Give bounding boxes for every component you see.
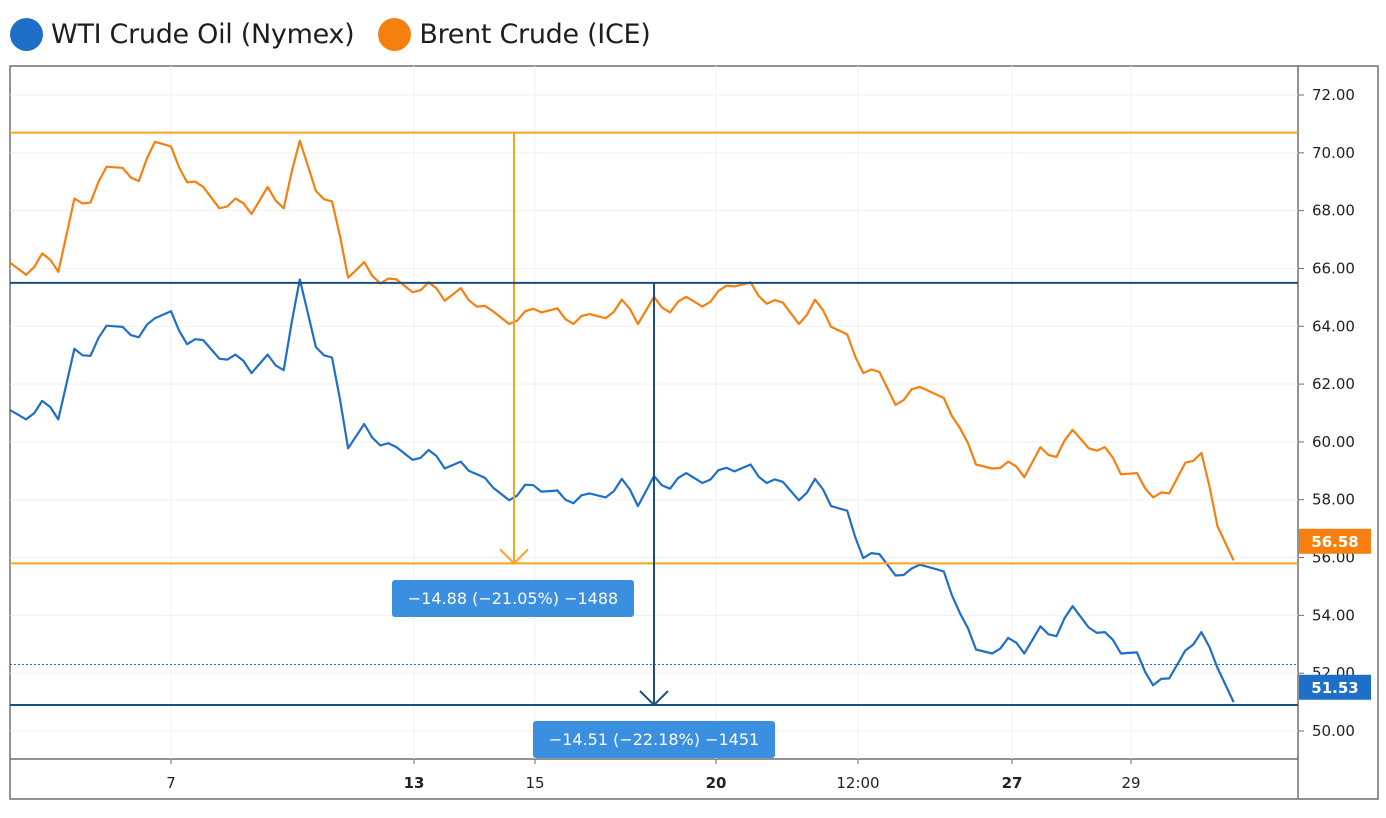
y-tick-label: 54.00 (1312, 606, 1355, 624)
brent-last-price-label: 56.58 (1311, 533, 1358, 551)
y-tick-label: 58.00 (1312, 491, 1355, 509)
y-tick-label: 62.00 (1312, 375, 1355, 393)
y-tick-label: 50.00 (1312, 722, 1355, 740)
x-tick-label: 20 (706, 774, 727, 792)
measurement-layer: −14.88 (−21.05%) −1488 −14.51 (−22.18%) −… (10, 131, 1298, 758)
brent-color-dot-icon (378, 17, 412, 51)
x-tick-label: 27 (1002, 774, 1023, 792)
legend-label-brent: Brent Crude (ICE) (419, 18, 651, 50)
x-tick-label: 7 (166, 774, 176, 792)
wti-measure-arrow-icon (639, 690, 669, 707)
legend-label-wti: WTI Crude Oil (Nymex) (51, 18, 355, 50)
x-axis: 7 13 15 20 12:00 27 29 (166, 759, 1141, 792)
wti-measure-label: −14.51 (−22.18%) −1451 (549, 730, 759, 749)
brent-last-price-badge (1299, 528, 1371, 554)
wti-last-price-label: 51.53 (1311, 679, 1358, 697)
series-layer (9, 139, 1235, 703)
wti-series-line[interactable] (9, 278, 1235, 703)
y-tick-label: 60.00 (1312, 433, 1355, 451)
x-tick-label: 12:00 (836, 774, 879, 792)
wti-last-price-badge (1299, 674, 1371, 700)
wti-measure-badge[interactable] (533, 721, 775, 758)
y-tick-label: 70.00 (1312, 144, 1355, 162)
chart-frame (9, 65, 1379, 800)
y-axis: 72.00 70.00 68.00 66.00 64.00 62.00 60.00 58.00… (1298, 86, 1355, 740)
x-tick-label: 15 (525, 774, 544, 792)
y-tick-label: 66.00 (1312, 259, 1355, 277)
chart-legend: WTI Crude Oil (Nymex) Brent Crude (ICE) (10, 12, 651, 56)
legend-entry-wti[interactable]: WTI Crude Oil (Nymex) (10, 17, 355, 51)
price-badges: 51.53 56.58 (1299, 528, 1371, 700)
legend-entry-brent[interactable]: Brent Crude (ICE) (378, 17, 651, 51)
brent-measure-label: −14.88 (−21.05%) −1488 (408, 589, 618, 608)
x-tick-label: 29 (1121, 774, 1140, 792)
y-tick-label: 64.00 (1312, 317, 1355, 335)
brent-series-line[interactable] (9, 139, 1235, 561)
y-tick-label: 68.00 (1312, 202, 1355, 220)
brent-measure-badge[interactable] (392, 580, 634, 617)
brent-measure-arrow-icon (499, 548, 529, 565)
wti-color-dot-icon (10, 17, 43, 51)
y-tick-label: 72.00 (1312, 86, 1355, 104)
x-tick-label: 13 (404, 774, 425, 792)
